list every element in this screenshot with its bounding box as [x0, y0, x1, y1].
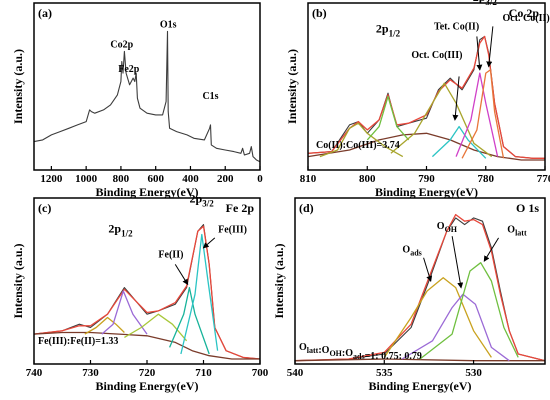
x-tick-label-c: 700: [252, 367, 269, 379]
panel-a: 1200 1000 800 600 400 200 0 Binding Energy(eV) I…: [11, 2, 263, 199]
pointer-arrow-d-1: [423, 257, 433, 282]
x-tick-label-c: 720: [139, 367, 156, 379]
x-tick-label-c: 710: [195, 367, 212, 379]
peak-label-c-0: 2p1/2: [108, 222, 133, 239]
x-tick-label-b: 800: [359, 173, 376, 185]
panel-c: 740 730 720 710 700 Binding Energy(eV) Intensi…: [11, 192, 269, 393]
series-line-a-0: [33, 30, 261, 163]
peak-label-a-3: C1s: [202, 91, 218, 102]
pointer-arrow-c-2: [174, 264, 189, 286]
x-tick-label-a: 200: [217, 173, 234, 185]
x-tick-label-a: 400: [182, 173, 199, 185]
pointer-arrow-c-3: [202, 237, 216, 249]
pointer-arrow-d-0: [451, 236, 464, 289]
series-line-b-3: [319, 122, 404, 158]
series-line-c-3: [84, 316, 125, 335]
y-axis-title-c: Intensity (a.u.): [11, 243, 25, 318]
peak-label-b-2: Oct. Co(III): [411, 50, 462, 61]
peak-label-c-2: Fe(II): [158, 249, 183, 260]
series-line-b-7: [455, 72, 499, 157]
series-line-c-6: [169, 286, 210, 355]
panel-b: 810 800 790 780 770 Binding Energy(eV) Intensi…: [285, 0, 550, 199]
y-axis-title-b: Intensity (a.u.): [285, 49, 299, 124]
x-tick-label-d: 535: [376, 367, 393, 379]
pointer-arrow-b-3: [476, 36, 483, 71]
series-line-d-1: [294, 213, 546, 362]
pointer-arrow-b-2: [452, 76, 460, 121]
x-tick-label-b: 810: [300, 173, 317, 185]
series-line-b-8: [461, 69, 505, 159]
peak-label-a-2: O1s: [160, 19, 177, 30]
ratio-text-b: Co(II):Co(III)=3.74: [316, 140, 400, 151]
peak-label-c-3: Fe(III): [218, 225, 247, 236]
ratio-text-c: Fe(III):Fe(II)=1.33: [38, 336, 118, 347]
panel-letter-a: (a): [38, 6, 52, 20]
x-axis-title-d: Binding Energy(eV): [368, 379, 471, 393]
x-axis-title-b: Binding Energy(eV): [375, 185, 478, 199]
x-tick-label-d: 540: [287, 367, 304, 379]
y-axis-title-a: Intensity (a.u.): [11, 49, 25, 124]
series-line-b-2: [307, 132, 545, 161]
series-line-c-1: [33, 225, 261, 360]
series-line-c-2: [33, 331, 260, 360]
panel-letter-b: (b): [312, 6, 327, 20]
x-tick-label-b: 770: [537, 173, 550, 185]
peak-label-d-0: OOH: [437, 221, 458, 234]
series-line-d-5: [419, 262, 519, 360]
series-line-c-4: [101, 290, 148, 335]
x-tick-label-a: 1000: [75, 173, 98, 185]
x-tick-label-c: 730: [82, 367, 99, 379]
x-tick-label-a: 800: [113, 173, 130, 185]
x-tick-label-a: 600: [147, 173, 164, 185]
peak-label-d-1: Oads: [402, 244, 421, 257]
x-tick-label-b: 780: [478, 173, 495, 185]
x-tick-label-a: 1200: [40, 173, 63, 185]
series-line-b-5: [390, 82, 493, 158]
peak-label-a-1: Fe2p: [118, 64, 140, 75]
x-tick-label-d: 530: [465, 367, 482, 379]
x-tick-label-b: 790: [418, 173, 435, 185]
pointer-arrow-b-4: [486, 26, 494, 68]
series-line-c-7: [180, 233, 219, 355]
peak-label-b-4: Oct. Co(II): [502, 13, 549, 24]
panel-title-c: Fe 2p: [226, 201, 255, 215]
x-tick-label-a: 0: [257, 173, 263, 185]
peak-label-d-2: Olatt: [507, 225, 527, 238]
panel-letter-c: (c): [38, 201, 51, 215]
series-line-c-5: [124, 313, 188, 342]
peak-label-b-3: Tet. Co(II): [434, 21, 479, 32]
panel-letter-d: (d): [299, 201, 314, 215]
x-axis-title-c: Binding Energy(eV): [95, 379, 198, 393]
series-line-d-3: [383, 277, 492, 358]
peak-label-a-0: Co2p: [110, 39, 133, 50]
y-axis-title-d: Intensity (a.u.): [272, 243, 286, 318]
panel-title-d: O 1s: [516, 201, 539, 215]
series-line-b-1: [307, 35, 545, 159]
plot-frame-d: [294, 197, 546, 365]
series-line-d-0: [294, 217, 546, 362]
series-line-b-4: [366, 95, 410, 141]
ratio-text-d: Olatt:OOH:Oads=1: 0.75: 0.79: [299, 342, 422, 362]
x-tick-label-c: 740: [26, 367, 43, 379]
peak-label-b-1: 2p3/2: [473, 0, 498, 7]
pointer-arrow-d-2: [483, 237, 499, 262]
x-axis-title-a: Binding Energy(eV): [95, 185, 198, 199]
panel-title-b: Co 2p: [509, 6, 540, 20]
peak-label-c-1: 2p3/2: [190, 192, 215, 209]
peak-label-b-0: 2p1/2: [376, 21, 401, 38]
series-line-b-6: [431, 125, 487, 159]
plot-frame-a: [33, 2, 261, 171]
